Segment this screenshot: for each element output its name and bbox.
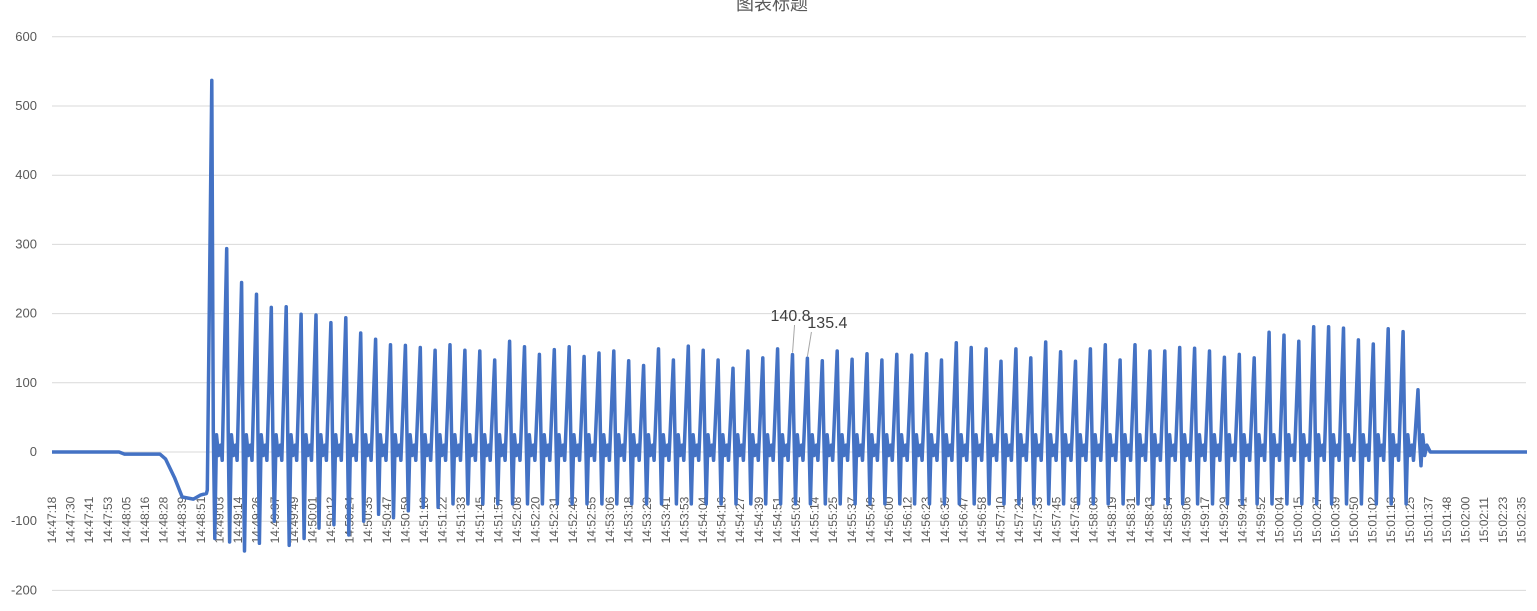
x-tick-label: 15:00:50 [1347, 496, 1361, 543]
y-tick-label: 0 [30, 444, 37, 459]
y-axis-ticks: -200 -100 0 100 200 300 400 500 600 [11, 29, 37, 598]
x-tick-label: 14:59:52 [1254, 496, 1268, 543]
x-tick-label: 14:57:10 [994, 496, 1008, 543]
x-tick-label: 14:52:55 [584, 496, 598, 543]
x-tick-label: 14:52:31 [547, 496, 561, 543]
x-tick-label: 14:51:45 [473, 496, 487, 543]
x-tick-label: 14:54:51 [770, 496, 784, 543]
x-tick-label: 14:48:16 [138, 496, 152, 543]
x-tick-label: 14:59:41 [1235, 496, 1249, 543]
x-tick-label: 15:00:15 [1291, 496, 1305, 543]
x-tick-label: 14:51:33 [454, 496, 468, 543]
x-tick-label: 14:48:05 [119, 496, 133, 543]
x-tick-label: 14:56:58 [975, 496, 989, 543]
x-tick-label: 15:02:23 [1496, 496, 1510, 543]
y-tick-label: 400 [15, 167, 37, 182]
y-tick-label: 600 [15, 29, 37, 44]
data-label: 135.4 [807, 315, 847, 332]
y-tick-label: -100 [11, 513, 37, 528]
x-tick-label: 15:02:00 [1459, 496, 1473, 543]
x-tick-label: 15:00:39 [1328, 496, 1342, 543]
y-tick-label: -200 [11, 582, 37, 597]
x-tick-label: 14:57:45 [1049, 496, 1063, 543]
data-label: 140.8 [771, 308, 811, 325]
x-tick-label: 15:00:04 [1273, 496, 1287, 543]
x-tick-label: 14:51:57 [491, 496, 505, 543]
x-tick-label: 15:02:11 [1477, 497, 1491, 543]
x-tick-label: 15:01:25 [1403, 496, 1417, 543]
x-tick-label: 15:01:02 [1366, 496, 1380, 543]
x-tick-label: 14:56:23 [919, 496, 933, 543]
y-tick-label: 100 [15, 375, 37, 390]
x-tick-label: 14:57:21 [1012, 496, 1026, 543]
y-tick-label: 500 [15, 98, 37, 113]
x-tick-label: 14:54:27 [733, 496, 747, 543]
x-tick-label: 14:58:54 [1161, 496, 1175, 543]
x-tick-label: 14:55:25 [826, 496, 840, 543]
x-tick-label: 14:54:39 [752, 496, 766, 543]
x-tick-label: 14:48:28 [157, 496, 171, 543]
x-tick-label: 14:52:20 [529, 496, 543, 543]
x-tick-label: 14:55:37 [845, 496, 859, 543]
x-tick-label: 14:59:06 [1180, 496, 1194, 543]
x-tick-label: 14:59:29 [1217, 496, 1231, 543]
x-tick-label: 14:48:39 [175, 496, 189, 543]
x-tick-label: 14:54:04 [696, 496, 710, 543]
x-tick-label: 14:58:43 [1142, 496, 1156, 543]
x-tick-label: 14:53:29 [640, 496, 654, 543]
data-label-leader [806, 331, 812, 357]
x-tick-label: 14:58:31 [1124, 496, 1138, 543]
x-tick-label: 14:56:12 [901, 496, 915, 543]
x-tick-label: 15:01:13 [1384, 496, 1398, 543]
x-tick-label: 14:48:51 [194, 496, 208, 543]
x-tick-label: 14:53:06 [603, 496, 617, 543]
x-tick-label: 14:53:18 [622, 496, 636, 543]
x-tick-label: 15:01:48 [1440, 496, 1454, 543]
x-tick-label: 14:57:56 [1068, 496, 1082, 543]
series [52, 78, 1527, 553]
x-tick-label: 15:00:27 [1310, 496, 1324, 543]
y-tick-label: 300 [15, 236, 37, 251]
x-tick-label: 14:51:10 [417, 496, 431, 543]
x-tick-label: 14:52:43 [566, 496, 580, 543]
x-tick-label: 15:02:35 [1514, 496, 1528, 543]
x-axis-ticks: 14:47:18 14:47:30 14:47:41 14:47:53 14:48:05… [45, 496, 1528, 543]
x-tick-label: 14:54:16 [715, 496, 729, 543]
x-tick-label: 14:47:30 [64, 496, 78, 543]
x-tick-label: 14:58:08 [1087, 496, 1101, 543]
chart-title: 图表标题 [736, 0, 808, 15]
x-tick-label: 14:47:41 [82, 496, 96, 543]
x-tick-label: 14:58:19 [1105, 496, 1119, 543]
x-tick-label: 14:49:14 [231, 496, 245, 543]
x-tick-label: 14:47:18 [45, 496, 59, 543]
x-tick-label: 14:55:02 [789, 496, 803, 543]
x-tick-label: 14:53:53 [677, 496, 691, 543]
x-tick-label: 14:47:53 [101, 496, 115, 543]
x-tick-label: 14:56:35 [938, 496, 952, 543]
x-tick-label: 14:59:17 [1198, 496, 1212, 543]
x-tick-label: 15:01:37 [1421, 496, 1435, 543]
x-tick-label: 14:52:08 [510, 496, 524, 543]
x-tick-label: 14:56:47 [956, 496, 970, 543]
x-tick-label: 14:56:00 [882, 496, 896, 543]
data-label-leader [792, 324, 796, 353]
x-tick-label: 14:53:41 [659, 496, 673, 543]
x-tick-label: 14:50:47 [380, 496, 394, 543]
series-line [52, 78, 1527, 553]
x-tick-label: 14:55:14 [808, 496, 822, 543]
x-tick-label: 14:57:33 [1031, 496, 1045, 543]
x-tick-label: 14:50:01 [305, 496, 319, 543]
x-tick-label: 14:55:49 [863, 496, 877, 543]
y-tick-label: 200 [15, 306, 37, 321]
x-tick-label: 14:50:59 [398, 496, 412, 543]
